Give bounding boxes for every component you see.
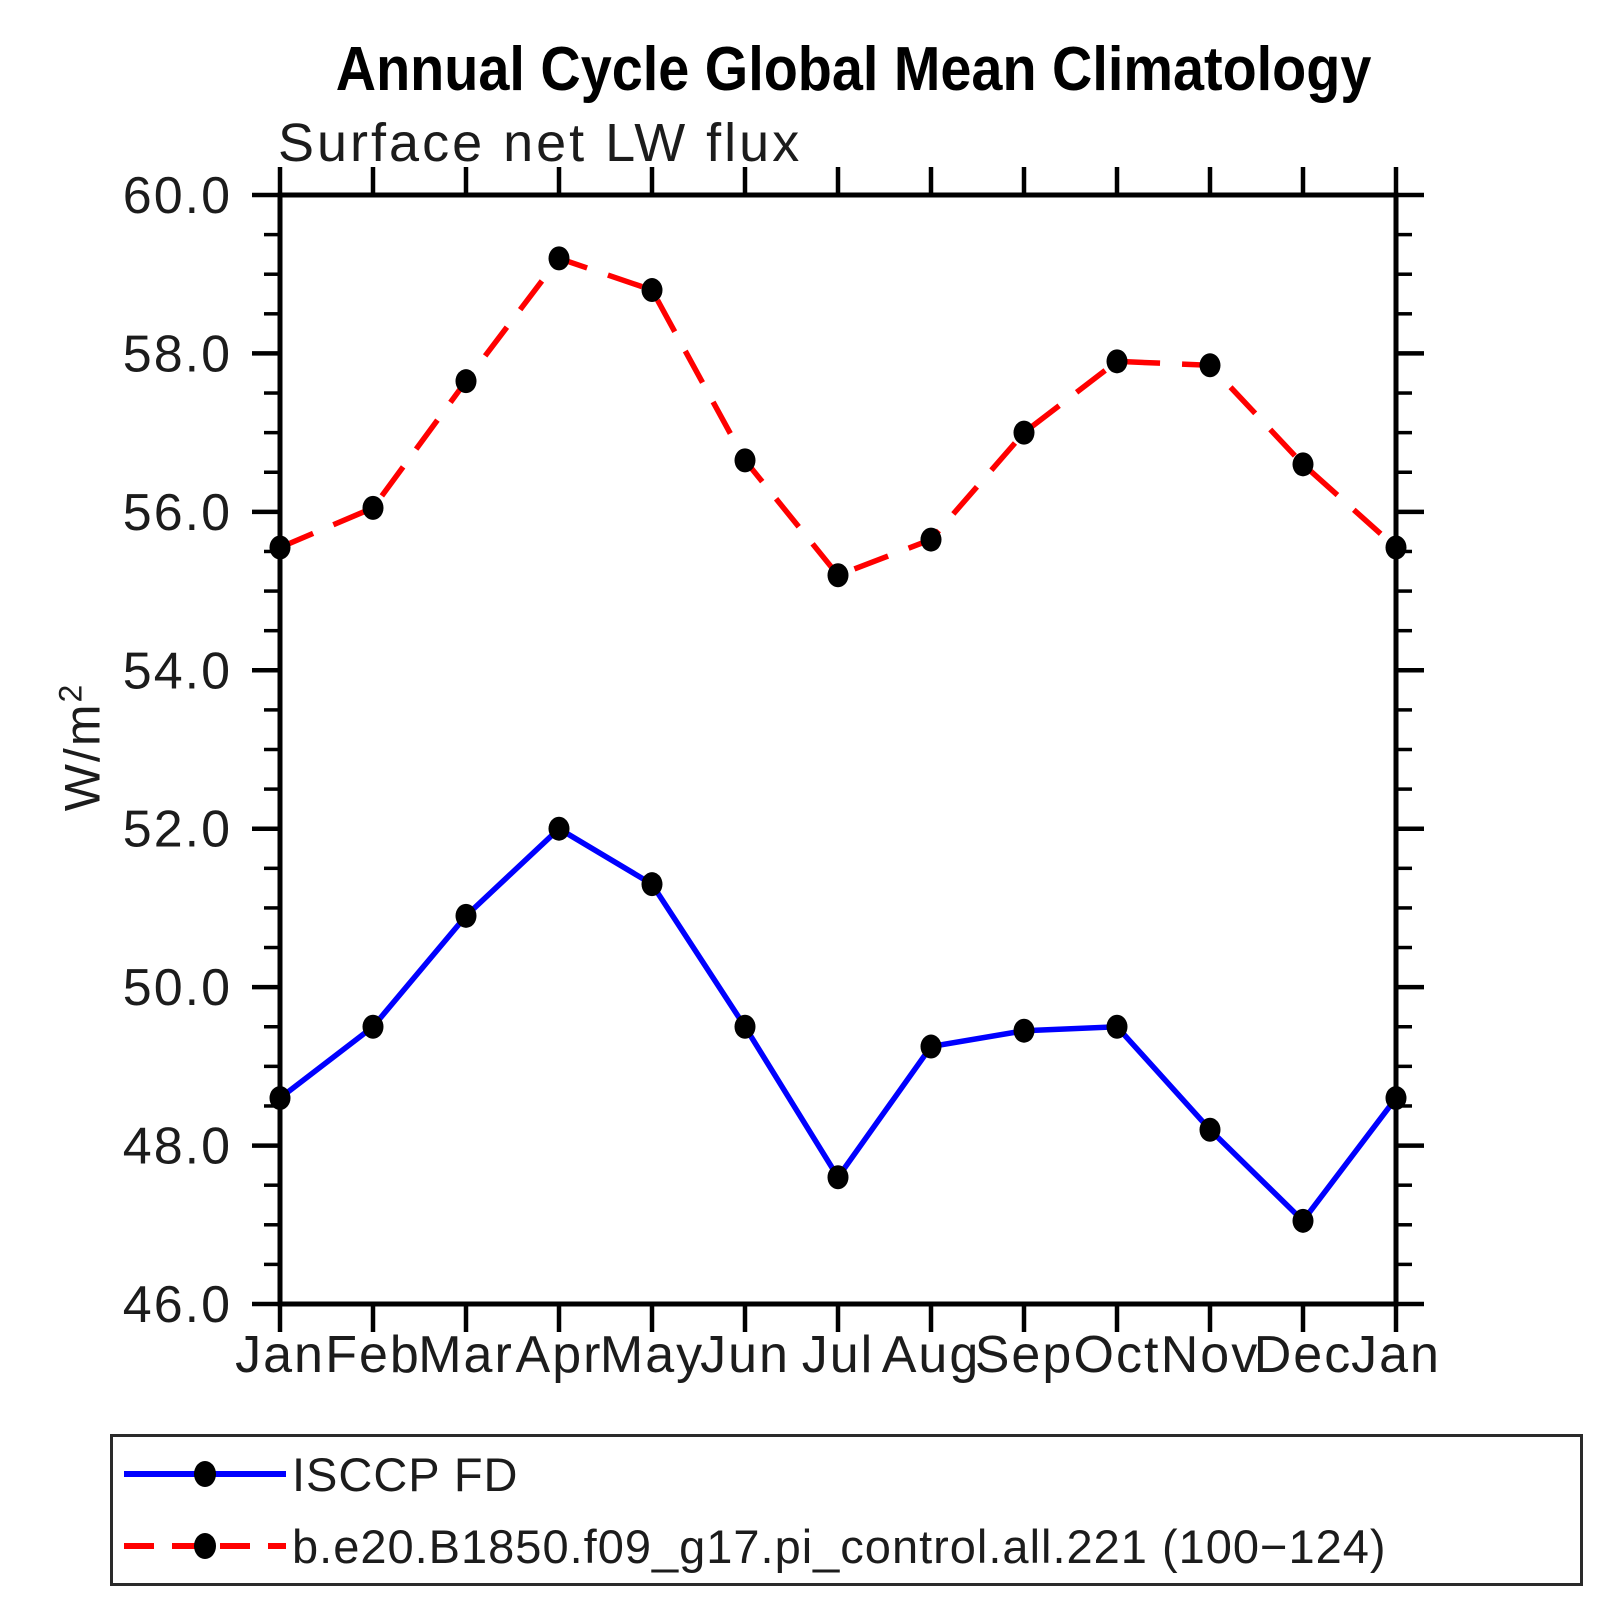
data-point-1-Mar: [455, 369, 477, 394]
y-tick-label: 56.0: [123, 484, 232, 542]
x-tick-label: Mar: [418, 1326, 514, 1384]
series-line-1: [278, 255, 1398, 579]
data-point-0-Jul: [827, 1165, 849, 1190]
data-point-0-Aug: [920, 1034, 942, 1059]
y-tick-label: 46.0: [123, 1276, 232, 1334]
data-point-1-Oct: [1106, 349, 1128, 374]
series-line-0: [278, 825, 1399, 1225]
x-tick-label: Nov: [1161, 1326, 1259, 1384]
data-point-0-Feb: [362, 1014, 384, 1039]
plot-frame: [277, 192, 1399, 1307]
data-point-1-Feb: [362, 495, 384, 520]
data-point-1-Dec: [1292, 452, 1314, 477]
legend-label-isccp: ISCCP FD: [292, 1447, 519, 1501]
plot-subtitle: Surface net LW flux: [278, 113, 803, 173]
x-tick-label: Jan: [235, 1326, 325, 1384]
data-point-0-Jun: [734, 1014, 756, 1039]
y-tick-label: 48.0: [123, 1118, 232, 1176]
x-tick-label: Dec: [1254, 1326, 1352, 1384]
legend-box: ISCCP FD b.e20.B1850.f09_g17.pi_control.…: [110, 1434, 1583, 1586]
data-point-0-Apr: [548, 816, 570, 841]
data-point-1-Aug: [920, 527, 942, 552]
data-point-0-May: [641, 872, 663, 897]
y-tick-label: 54.0: [123, 642, 232, 700]
data-point-1-Apr: [548, 246, 570, 271]
x-tick-label: Apr: [516, 1326, 603, 1384]
legend-sample-dashed-line: [124, 1533, 286, 1559]
x-tick-label: May: [600, 1326, 704, 1384]
x-tick-label: Jun: [700, 1326, 790, 1384]
legend-row-model: b.e20.B1850.f09_g17.pi_control.all.221 (…: [118, 1515, 1580, 1577]
x-tick-label: Aug: [882, 1326, 981, 1384]
x-tick-label: Sep: [975, 1326, 1074, 1384]
data-point-0-Mar: [455, 903, 477, 928]
y-tick-label: 52.0: [123, 801, 232, 859]
y-tick-label: 50.0: [123, 959, 232, 1017]
x-tick-label: Jul: [802, 1326, 874, 1384]
data-point-0-Jan: [1385, 1086, 1407, 1111]
x-tick-label: Jan: [1351, 1326, 1441, 1384]
y-tick-label: 60.0: [123, 167, 232, 225]
data-point-1-Jul: [827, 563, 849, 588]
data-point-0-Jan: [269, 1086, 291, 1111]
data-point-1-Sep: [1013, 420, 1035, 445]
data-point-1-Nov: [1199, 353, 1221, 378]
data-point-1-Jan: [269, 535, 291, 560]
chart-title: Annual Cycle Global Mean Climatology: [335, 35, 1372, 104]
data-point-0-Dec: [1292, 1208, 1314, 1233]
legend-row-isccp: ISCCP FD: [118, 1443, 1580, 1505]
legend-marker-dot: [194, 1533, 216, 1559]
y-tick-label: 58.0: [123, 325, 232, 383]
x-tick-label: Oct: [1074, 1326, 1161, 1384]
data-point-1-Jan: [1385, 535, 1407, 560]
data-point-1-Jun: [734, 448, 756, 473]
legend-sample-solid-line: [124, 1461, 286, 1487]
x-tick-label: Feb: [325, 1326, 421, 1384]
data-point-0-Sep: [1013, 1018, 1035, 1043]
legend-marker-dot: [194, 1461, 216, 1487]
data-point-1-May: [641, 278, 663, 303]
data-point-0-Oct: [1106, 1014, 1128, 1039]
legend-label-model: b.e20.B1850.f09_g17.pi_control.all.221 (…: [292, 1519, 1387, 1573]
data-point-0-Nov: [1199, 1117, 1221, 1142]
